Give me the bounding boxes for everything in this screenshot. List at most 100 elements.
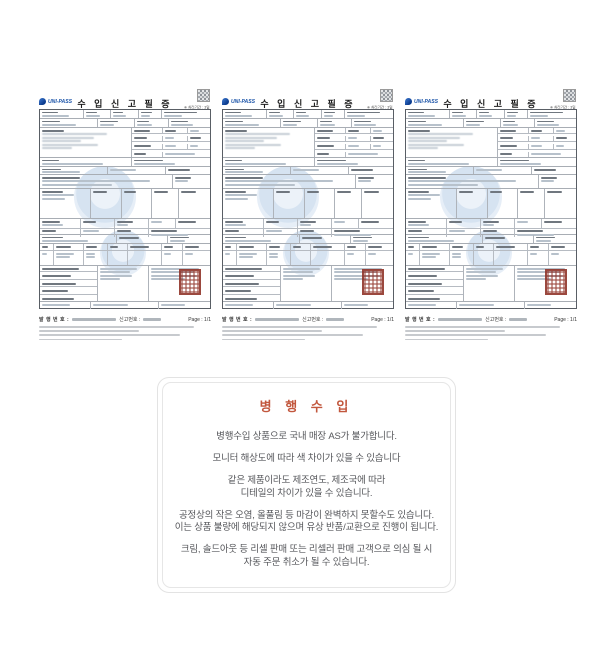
processing-period-note: ※ 처리기간 : 3일 xyxy=(367,105,393,111)
redacted-text-bar xyxy=(408,183,479,186)
form-cell xyxy=(274,189,305,218)
redacted-text-bar xyxy=(276,190,291,193)
form-cell xyxy=(406,266,463,271)
redacted-text-bar xyxy=(86,245,97,248)
redacted-text-bar xyxy=(364,190,379,193)
redacted-text-bar xyxy=(373,129,383,132)
redacted-text-bar xyxy=(320,120,332,123)
redacted-text-bar xyxy=(408,159,426,162)
form-cell xyxy=(457,302,525,309)
remarks-block xyxy=(464,266,515,301)
form-cell xyxy=(98,119,136,127)
redacted-text-bar xyxy=(482,224,495,226)
form-cell xyxy=(474,251,495,265)
form-cell xyxy=(529,128,555,134)
form-cell xyxy=(497,135,576,143)
declaration-header: UNI-PASS 수 입 신 고 필 증 ※ 처리기간 : 3일 xyxy=(38,89,212,110)
form-cell xyxy=(223,244,237,250)
form-row xyxy=(406,266,576,302)
issue-number-line: 발 행 번 호 : 신고번호 : Page : 1/1 xyxy=(222,316,394,324)
redacted-text-bar xyxy=(171,123,194,126)
form-cell xyxy=(305,189,336,218)
form-cell xyxy=(223,296,280,301)
redacted-text-bar xyxy=(222,326,377,328)
redacted-text-bar xyxy=(296,114,309,117)
document-footer: 발 행 번 호 : 신고번호 : Page : 1/1 xyxy=(221,316,395,341)
redacted-text-bar xyxy=(225,111,241,114)
form-cell xyxy=(314,128,393,157)
redacted-text-bar xyxy=(347,252,354,255)
redacted-text-bar xyxy=(39,326,194,328)
fine-print-lines xyxy=(39,326,211,341)
redacted-text-bar xyxy=(42,136,95,139)
form-cell xyxy=(139,110,163,118)
form-row xyxy=(40,167,210,175)
form-cell xyxy=(366,251,393,265)
form-row xyxy=(40,302,210,309)
form-cell xyxy=(163,143,189,150)
redacted-text-bar xyxy=(465,278,487,280)
form-cell xyxy=(477,110,505,118)
form-cell xyxy=(525,302,576,309)
form-cell xyxy=(315,143,347,150)
form-cell xyxy=(406,158,498,166)
form-cell xyxy=(132,128,164,134)
redacted-text-bar xyxy=(86,256,95,258)
redacted-text-bar xyxy=(116,220,133,223)
redacted-text-bar xyxy=(42,123,77,126)
form-row xyxy=(406,302,576,309)
redacted-text-bar xyxy=(265,220,279,223)
redacted-text-bar xyxy=(333,274,380,277)
redacted-text-bar xyxy=(150,267,200,270)
form-cell xyxy=(498,151,530,157)
form-row xyxy=(406,167,576,175)
form-cell xyxy=(346,135,372,142)
redacted-text-bar xyxy=(42,290,69,292)
redacted-text-bar xyxy=(408,136,461,139)
form-row xyxy=(40,266,210,302)
redacted-text-bar xyxy=(408,143,465,146)
page-indicator: Page : 1/1 xyxy=(371,316,394,323)
redacted-text-bar xyxy=(547,190,562,193)
notice-line: 크림, 솔드아웃 등 리셀 판매 또는 리셀러 판매 고객으로 의심 될 시 자동… xyxy=(180,544,433,568)
form-cell xyxy=(298,228,332,237)
parallel-import-notice: 병 행 수 입 병행수입 상품으로 국내 매장 AS가 불가합니다. 모니터 해… xyxy=(157,377,456,593)
redacted-text-bar xyxy=(354,120,371,123)
form-row xyxy=(40,110,210,119)
form-cell xyxy=(300,235,351,243)
form-cell xyxy=(173,175,210,188)
form-row xyxy=(223,110,393,119)
form-cell xyxy=(406,251,420,265)
redacted-text-bar xyxy=(238,245,254,248)
form-cell xyxy=(81,219,115,228)
unipass-logo-icon xyxy=(222,98,229,105)
redacted-text-bar xyxy=(225,197,248,200)
form-cell xyxy=(406,244,576,251)
form-cell xyxy=(40,251,210,265)
redacted-text-bar xyxy=(408,236,430,239)
importer-info-block xyxy=(223,128,315,157)
redacted-text-bar xyxy=(150,274,197,277)
redacted-text-bar xyxy=(531,153,562,156)
redacted-text-bar xyxy=(174,180,188,182)
redacted-text-bar xyxy=(42,180,151,182)
redacted-text-bar xyxy=(269,245,280,248)
declaration-page: UNI-PASS 수 입 신 고 필 증 ※ 처리기간 : 3일 xyxy=(221,89,395,311)
redacted-text-bar xyxy=(225,114,253,117)
redacted-text-bar xyxy=(476,168,503,171)
redacted-text-bar xyxy=(42,282,77,285)
form-cell xyxy=(40,228,81,237)
form-cell xyxy=(223,274,280,280)
form-row xyxy=(223,128,393,158)
redacted-text-bar xyxy=(42,168,61,170)
document-title: 수 입 신 고 필 증 xyxy=(77,99,173,109)
redacted-text-bar xyxy=(301,236,323,239)
redacted-text-bar xyxy=(150,271,194,273)
form-cell xyxy=(406,274,463,279)
redacted-text-bar xyxy=(516,230,543,232)
redacted-text-bar xyxy=(408,267,445,270)
form-cell xyxy=(554,128,576,133)
form-cell xyxy=(529,152,576,157)
form-cell xyxy=(40,228,210,237)
form-cell xyxy=(183,244,210,250)
